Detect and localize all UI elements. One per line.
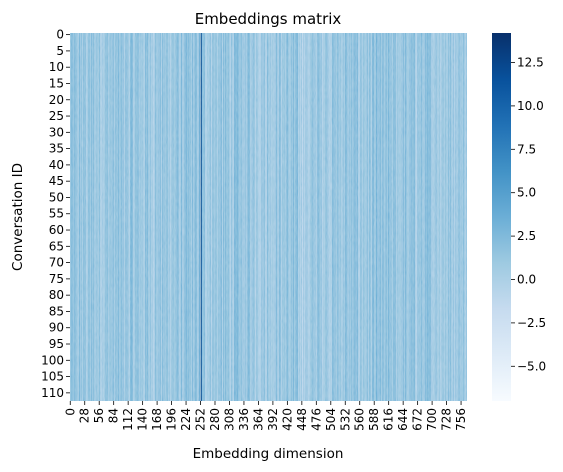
- y-tick-label: 100: [41, 353, 64, 367]
- y-axis-ticks: 0 5 10 15 20 25 30 35 40 45 50 55 60 65 70 75 80 85 90 95 10…: [41, 28, 70, 400]
- x-tick-label: 392: [266, 408, 280, 431]
- x-tick-label: 336: [237, 408, 251, 431]
- colorbar-tick-label: 5.0: [517, 186, 536, 200]
- x-tick-label: 448: [295, 408, 309, 431]
- y-tick-label: 10: [49, 60, 64, 74]
- x-tick-label: 700: [425, 408, 439, 431]
- x-tick-label: 196: [165, 408, 179, 431]
- y-tick-label: 40: [49, 158, 64, 172]
- x-tick-label: 112: [121, 408, 135, 431]
- y-tick-label: 25: [49, 109, 64, 123]
- y-axis-label: Conversation ID: [10, 163, 26, 271]
- x-tick-label: 28: [78, 408, 92, 423]
- colorbar-tick-label: 7.5: [517, 142, 536, 156]
- y-tick-label: 0: [56, 28, 64, 42]
- x-tick-label: 560: [353, 408, 367, 431]
- x-tick-label: 476: [309, 408, 323, 431]
- y-tick-label: 5: [56, 44, 64, 58]
- colorbar-tick-label: −2.5: [517, 316, 546, 330]
- y-tick-label: 50: [49, 190, 64, 204]
- y-tick-label: 55: [49, 207, 64, 221]
- x-tick-label: 224: [179, 408, 193, 431]
- colorbar-tick-label: 12.5: [517, 56, 544, 70]
- x-axis-label: Embedding dimension: [193, 446, 344, 462]
- x-tick-label: 280: [208, 408, 222, 431]
- y-tick-label: 75: [49, 272, 64, 286]
- chart-title: Embeddings matrix: [195, 10, 342, 28]
- x-tick-label: 56: [92, 408, 106, 423]
- x-tick-label: 588: [367, 408, 381, 431]
- x-tick-label: 420: [280, 408, 294, 431]
- x-tick-label: 504: [324, 408, 338, 431]
- x-tick-label: 84: [107, 408, 121, 423]
- colorbar-tick-label: 0.0: [517, 272, 536, 286]
- y-tick-label: 110: [41, 386, 64, 400]
- x-tick-label: 532: [338, 408, 352, 431]
- y-tick-label: 60: [49, 223, 64, 237]
- x-axis-ticks: 0 28 56 84 112 140 168 196 224 252 280 308 336 364 392…: [63, 401, 468, 431]
- x-tick-label: 0: [63, 408, 77, 416]
- colorbar-ticks: −5.0 −2.5 0.0 2.5 5.0 7.5 10.0 12.5: [511, 56, 546, 373]
- y-tick-label: 105: [41, 370, 64, 384]
- colorbar: [492, 33, 511, 401]
- heatmap-cells: [70, 33, 467, 401]
- x-tick-label: 252: [194, 408, 208, 431]
- x-tick-label: 728: [440, 408, 454, 431]
- y-tick-label: 45: [49, 174, 64, 188]
- x-tick-label: 308: [222, 408, 236, 431]
- y-tick-label: 95: [49, 337, 64, 351]
- y-tick-label: 80: [49, 288, 64, 302]
- x-tick-label: 168: [150, 408, 164, 431]
- y-tick-label: 65: [49, 239, 64, 253]
- y-tick-label: 20: [49, 93, 64, 107]
- x-tick-label: 756: [454, 408, 468, 431]
- y-tick-label: 35: [49, 142, 64, 156]
- colorbar-tick-label: 10.0: [517, 99, 544, 113]
- y-tick-label: 15: [49, 76, 64, 90]
- x-tick-label: 616: [382, 408, 396, 431]
- x-tick-label: 364: [251, 408, 265, 431]
- x-tick-label: 672: [411, 408, 425, 431]
- y-tick-label: 85: [49, 304, 64, 318]
- y-tick-label: 90: [49, 321, 64, 335]
- y-tick-label: 70: [49, 256, 64, 270]
- colorbar-tick-label: −5.0: [517, 359, 546, 373]
- colorbar-tick-label: 2.5: [517, 229, 536, 243]
- x-tick-label: 140: [136, 408, 150, 431]
- x-tick-label: 644: [396, 408, 410, 431]
- y-tick-label: 30: [49, 125, 64, 139]
